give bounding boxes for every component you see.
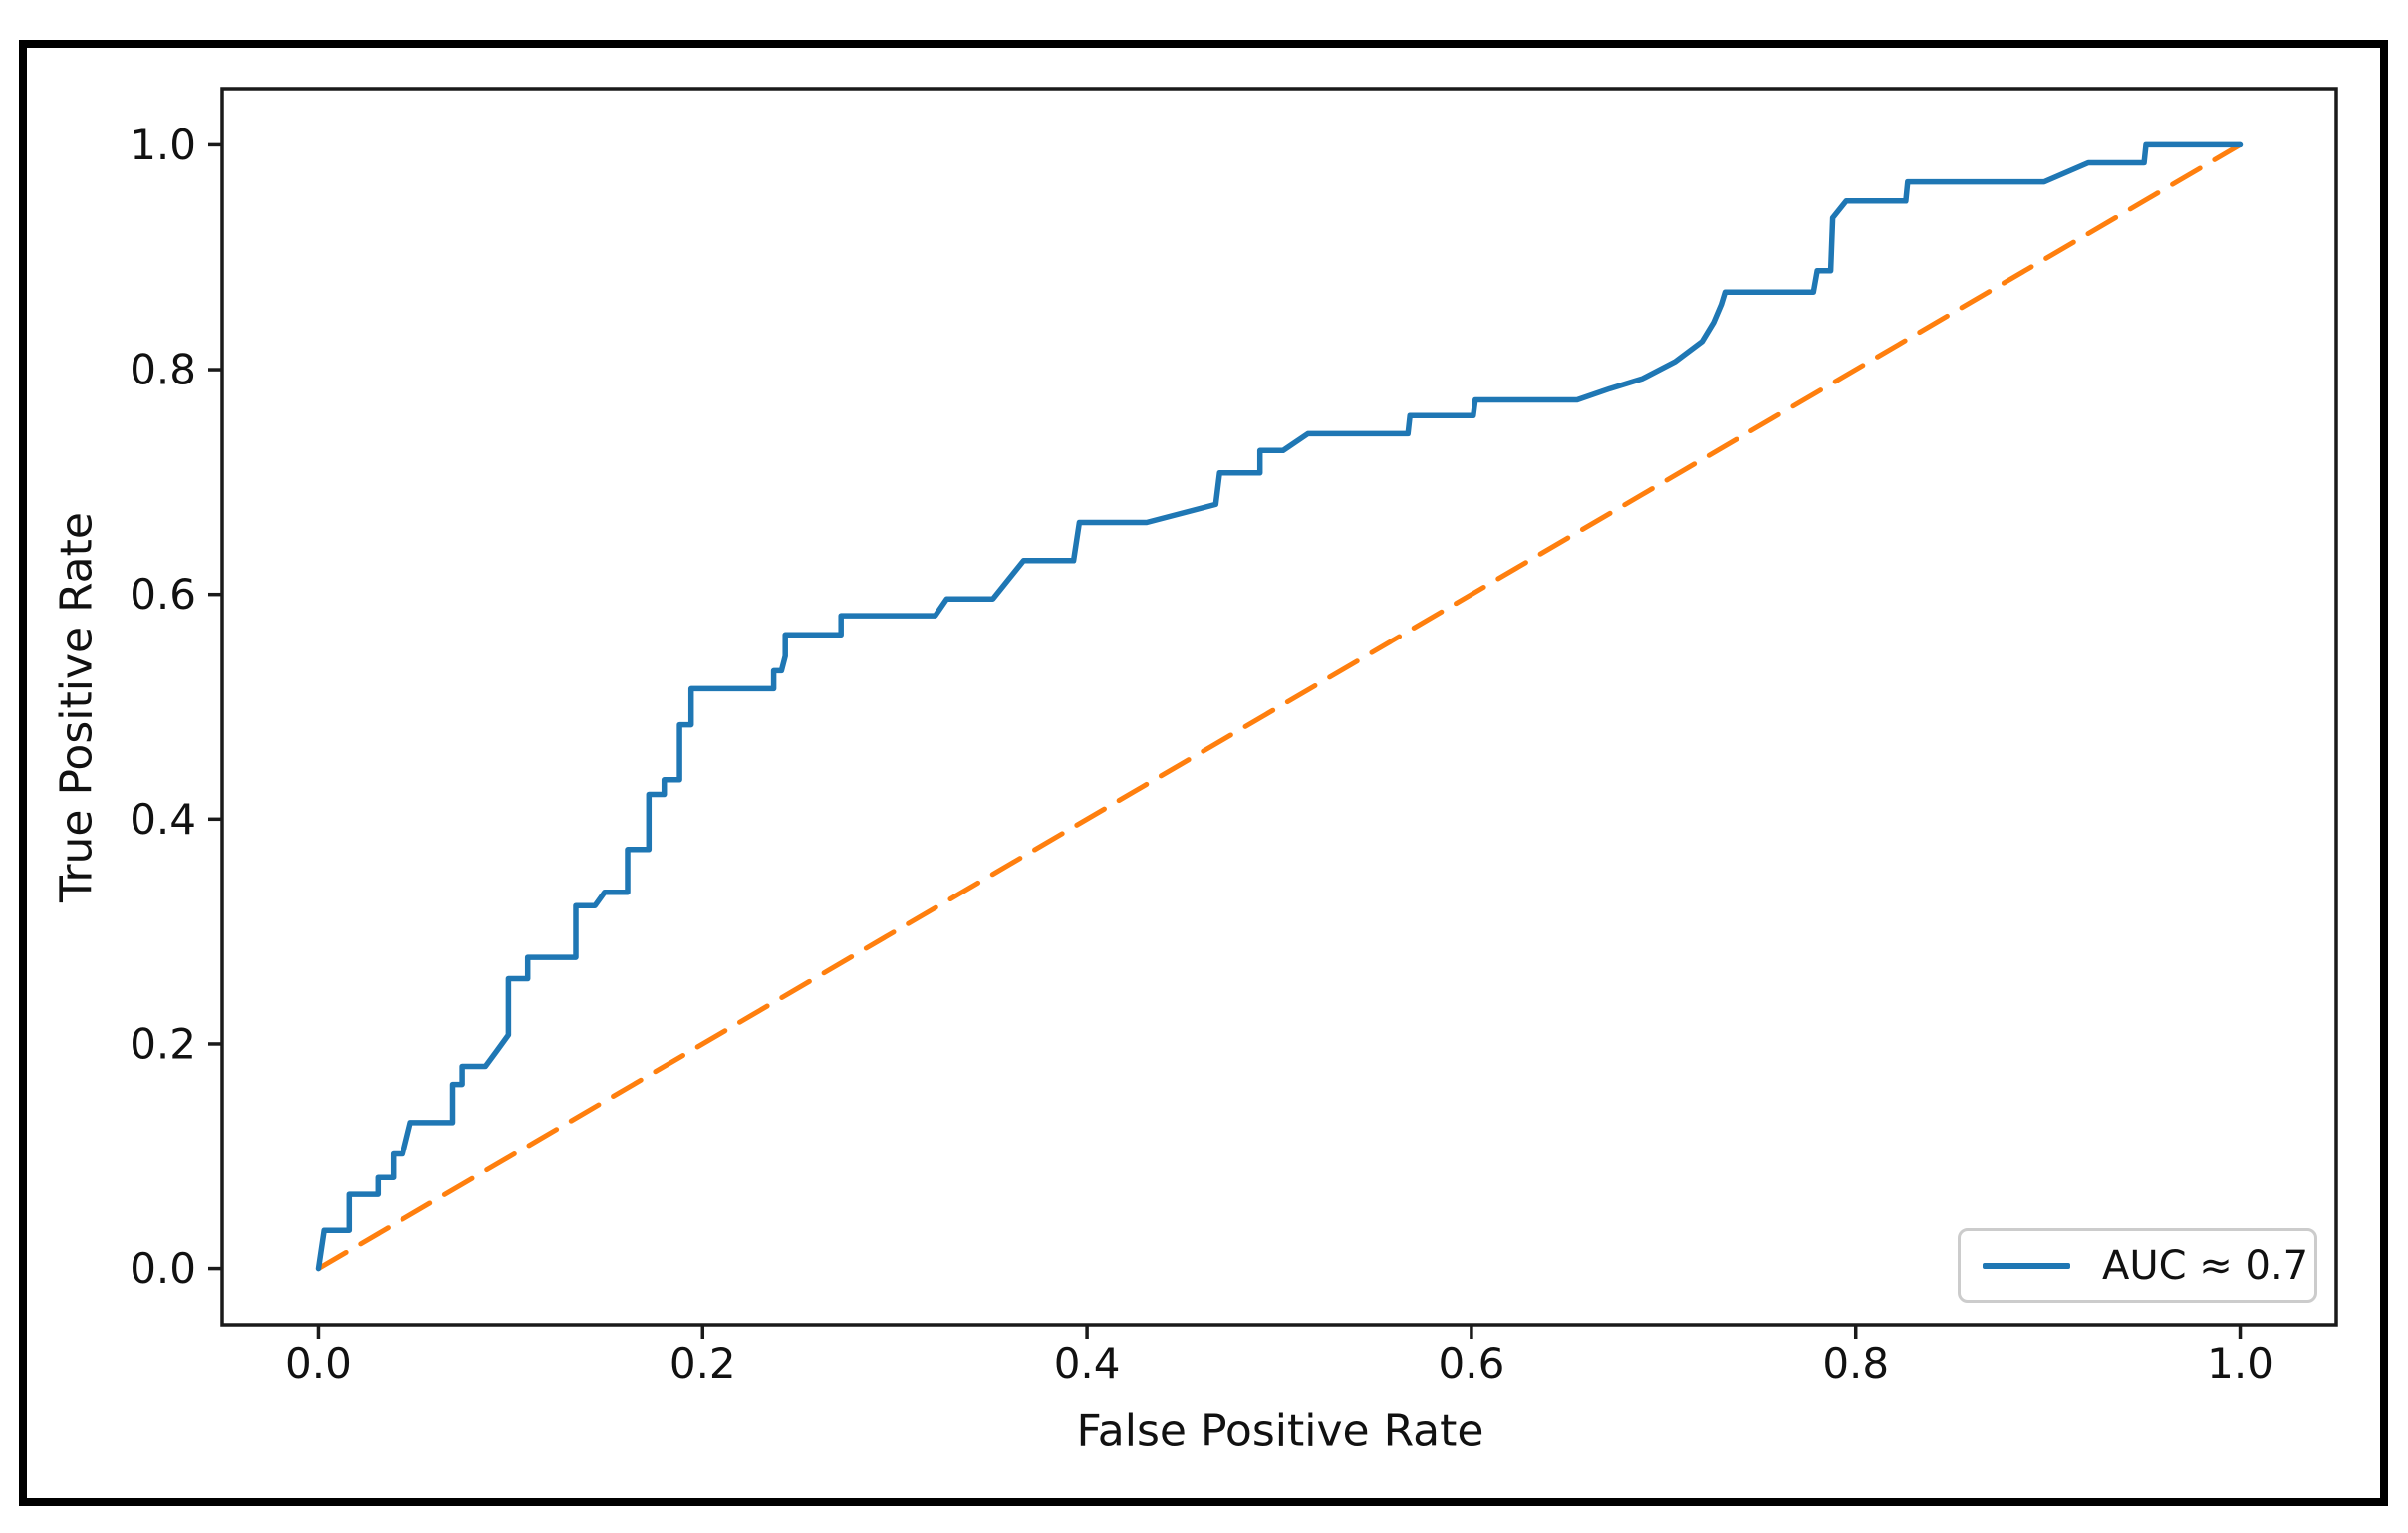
y-tick-label: 0.6 <box>130 570 196 619</box>
x-tick-label: 0.0 <box>285 1339 352 1388</box>
legend-label: AUC ≈ 0.7 <box>2102 1242 2309 1289</box>
x-tick-label: 0.4 <box>1054 1339 1121 1388</box>
plot-border <box>220 87 2338 1327</box>
x-tick-label: 0.6 <box>1439 1339 1505 1388</box>
roc-curve-line <box>315 141 2244 1272</box>
y-tick-label: 0.8 <box>130 346 196 394</box>
y-tick-label: 1.0 <box>130 121 196 169</box>
chance-diagonal-line <box>316 141 2243 1272</box>
y-tick-label: 0.0 <box>130 1244 196 1293</box>
x-tick-label: 1.0 <box>2207 1339 2274 1388</box>
x-tick-label: 0.2 <box>669 1339 736 1388</box>
legend: AUC ≈ 0.7 <box>1958 1228 2317 1303</box>
x-axis-title: False Positive Rate <box>1076 1405 1484 1457</box>
y-axis-title: True Positive Rate <box>51 512 103 902</box>
y-tick-label: 0.2 <box>130 1019 196 1068</box>
legend-line-swatch <box>1983 1262 2070 1269</box>
x-tick-label: 0.8 <box>1822 1339 1889 1388</box>
y-tick-label: 0.4 <box>130 795 196 844</box>
